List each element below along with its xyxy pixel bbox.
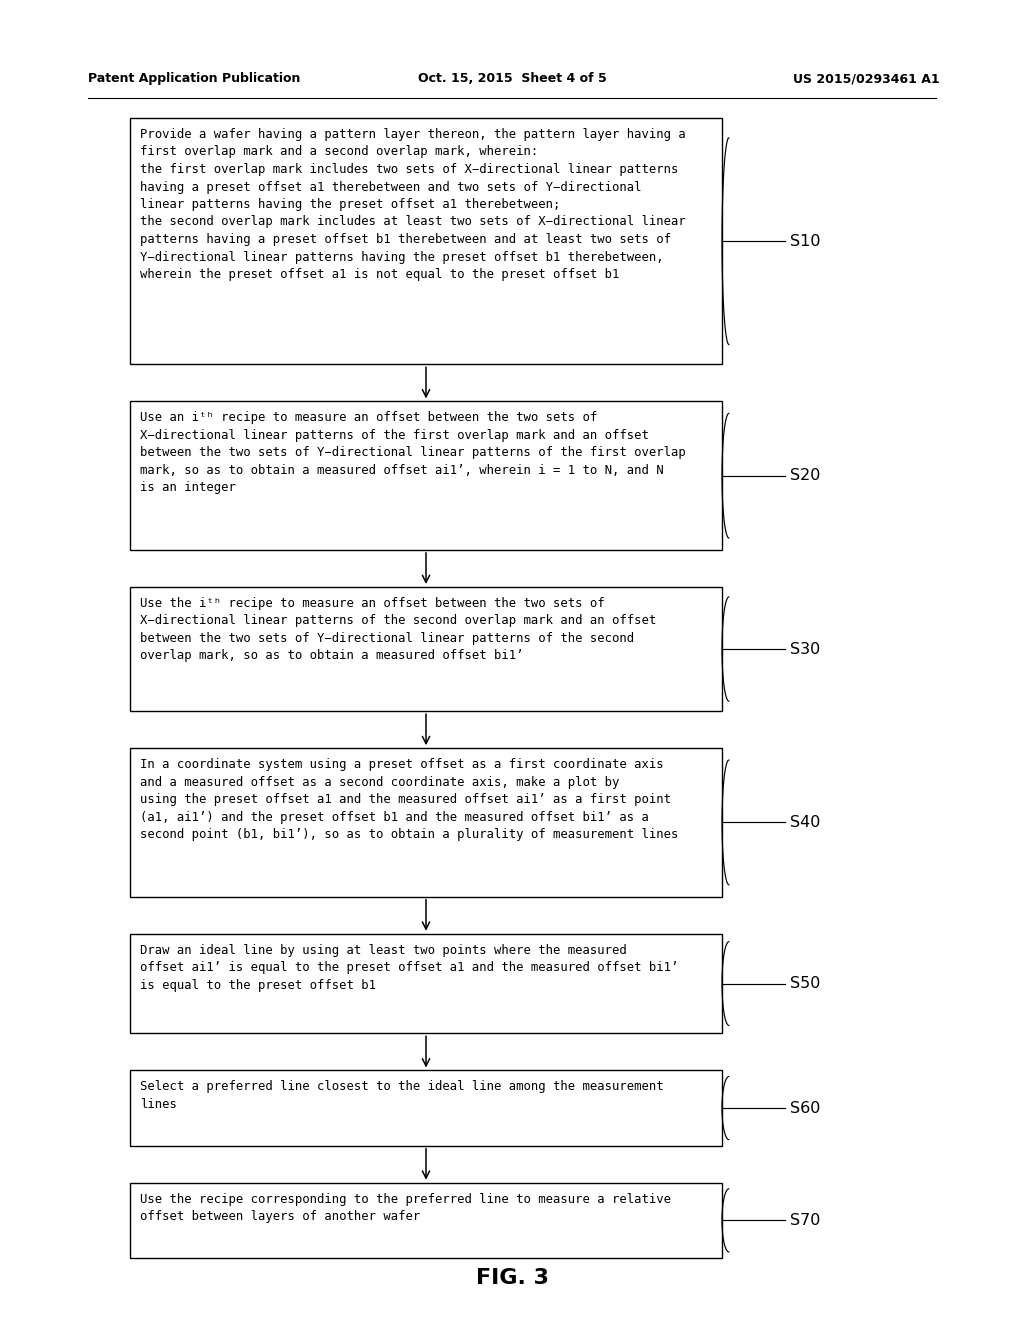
Bar [130,401,722,550]
Bar [130,1183,722,1258]
Text: Use an iᵗʰ recipe to measure an offset between the two sets of
X−directional lin: Use an iᵗʰ recipe to measure an offset b… [140,412,686,495]
Text: FIG. 3: FIG. 3 [475,1269,549,1288]
Text: S30: S30 [790,642,820,656]
Text: Provide a wafer having a pattern layer thereon, the pattern layer having a
first: Provide a wafer having a pattern layer t… [140,128,686,281]
Text: S60: S60 [790,1101,820,1115]
Bar [130,117,722,364]
Text: Patent Application Publication: Patent Application Publication [88,73,300,84]
Bar [130,748,722,896]
Bar [130,933,722,1034]
Text: Oct. 15, 2015  Sheet 4 of 5: Oct. 15, 2015 Sheet 4 of 5 [418,73,606,84]
Text: Select a preferred line closest to the ideal line among the measurement
lines: Select a preferred line closest to the i… [140,1081,664,1111]
Text: S10: S10 [790,234,820,248]
Text: S20: S20 [790,469,820,483]
Text: S40: S40 [790,814,820,830]
Text: S50: S50 [790,975,820,991]
Text: US 2015/0293461 A1: US 2015/0293461 A1 [794,73,940,84]
Text: Draw an ideal line by using at least two points where the measured
offset ai1’ i: Draw an ideal line by using at least two… [140,944,678,991]
Bar [130,1071,722,1146]
Bar [130,587,722,711]
Text: Use the iᵗʰ recipe to measure an offset between the two sets of
X−directional li: Use the iᵗʰ recipe to measure an offset … [140,597,656,663]
Text: In a coordinate system using a preset offset as a first coordinate axis
and a me: In a coordinate system using a preset of… [140,758,678,841]
Text: Use the recipe corresponding to the preferred line to measure a relative
offset : Use the recipe corresponding to the pref… [140,1193,671,1224]
Text: S70: S70 [790,1213,820,1228]
